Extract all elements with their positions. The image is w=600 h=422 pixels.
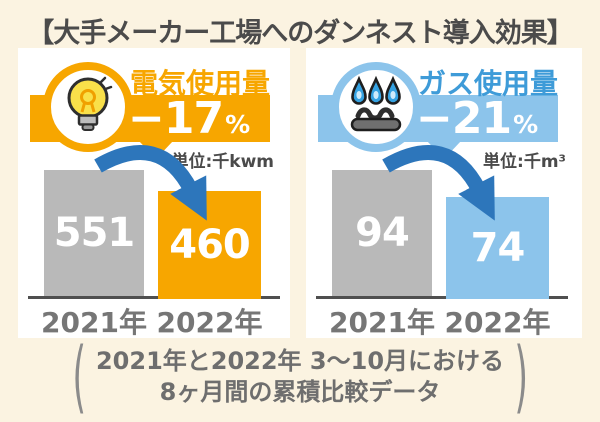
panel-electricity: 電気使用量 −17 % 単位:千kwm 551 460 2021年 2022年 xyxy=(18,48,290,339)
gas-icon-badge xyxy=(331,62,421,152)
footer-note: ( 2021年と2022年 3〜10月における 8ヶ月間の累積比較データ ) xyxy=(0,332,600,422)
electricity-icon-badge xyxy=(43,62,133,152)
bar-value: 551 xyxy=(53,210,135,256)
bar-value: 460 xyxy=(169,222,250,268)
gas-change-value: −21 xyxy=(416,93,512,144)
category-label-2022: 2022年 xyxy=(156,306,263,339)
electricity-change: −17 % xyxy=(128,94,250,143)
electricity-label: 電気使用量 xyxy=(129,67,270,100)
close-paren: ) xyxy=(514,332,529,422)
percent-sign: % xyxy=(225,110,251,139)
gas-label: ガス使用量 xyxy=(417,67,558,100)
footer-line1: 2021年と2022年 3〜10月における xyxy=(95,347,505,375)
electricity-unit: 単位:千kwm xyxy=(171,152,274,172)
gas-unit: 単位:千m³ xyxy=(483,152,566,172)
electricity-change-value: −17 xyxy=(128,93,224,144)
category-label-2021: 2021年 xyxy=(41,306,147,339)
baseline-axis xyxy=(28,296,280,299)
bar-2021: 551 xyxy=(44,170,144,296)
open-paren: ( xyxy=(71,332,86,422)
bar-2022: 460 xyxy=(158,191,261,299)
bar-value: 94 xyxy=(355,210,410,256)
category-label-2021: 2021年 xyxy=(329,306,435,339)
footer-text: 2021年と2022年 3〜10月における 8ヶ月間の累積比較データ xyxy=(96,346,504,408)
bar-2021: 94 xyxy=(332,170,432,296)
page-title: 【大手メーカー工場へのダンネスト導入効果】 xyxy=(27,18,573,49)
panel-gas: ガス使用量 −21 % 単位:千m³ 94 74 2021年 2022年 xyxy=(306,48,582,339)
percent-sign: % xyxy=(513,110,539,139)
decrease-arrow-icon xyxy=(382,145,495,221)
footer-line2: 8ヶ月間の累積比較データ xyxy=(159,378,441,406)
bar-value: 74 xyxy=(470,225,526,271)
category-label-2022: 2022年 xyxy=(444,306,551,339)
gas-burner-icon xyxy=(344,73,408,141)
decrease-arrow-icon xyxy=(94,145,207,221)
baseline-axis xyxy=(316,296,568,299)
lightbulb-icon xyxy=(56,73,120,141)
gas-change: −21 % xyxy=(416,94,538,143)
